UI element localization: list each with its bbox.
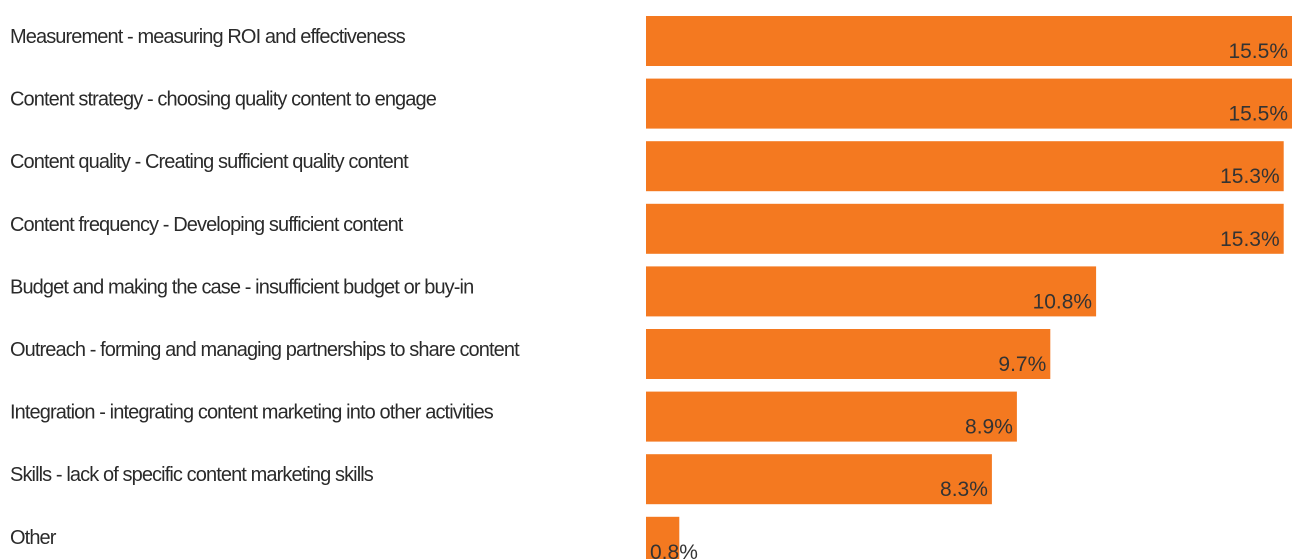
bar — [646, 141, 1284, 192]
bar — [646, 16, 1292, 66]
category-label: Content frequency - Developing sufficien… — [10, 214, 404, 236]
category-labels: Measurement - measuring ROI and effectiv… — [10, 26, 521, 549]
value-label: 15.5% — [1228, 103, 1288, 126]
bar — [646, 203, 1284, 254]
value-labels: 15.5% 15.5% 15.3% 15.3% 10.8% 9.7% 8.9% 8.3% 0.8… — [650, 40, 1288, 559]
category-label: Content strategy - choosing quality cont… — [10, 89, 437, 111]
category-label: Measurement - measuring ROI and effectiv… — [10, 26, 406, 48]
bar — [646, 78, 1292, 129]
value-label: 8.9% — [965, 416, 1013, 439]
bar — [646, 516, 680, 559]
value-label: 15.5% — [1228, 40, 1288, 63]
bars — [646, 16, 1292, 559]
value-label: 8.3% — [940, 478, 988, 501]
bar — [646, 454, 992, 505]
bar — [646, 391, 1017, 442]
value-label: 15.3% — [1220, 165, 1280, 188]
category-label: Integration - integrating content market… — [10, 402, 494, 424]
bar — [646, 329, 1051, 379]
value-label: 10.8% — [1033, 290, 1093, 313]
category-label: Other — [10, 527, 57, 549]
value-label: 9.7% — [998, 353, 1046, 376]
category-label: Content quality - Creating sufficient qu… — [10, 151, 409, 173]
value-label: 15.3% — [1220, 228, 1280, 251]
category-label: Skills - lack of specific content market… — [10, 464, 374, 486]
value-label: 0.8% — [650, 541, 698, 559]
category-label: Budget and making the case - insufficien… — [10, 276, 473, 298]
bar — [646, 266, 1097, 317]
category-label: Outreach - forming and managing partners… — [10, 339, 520, 361]
